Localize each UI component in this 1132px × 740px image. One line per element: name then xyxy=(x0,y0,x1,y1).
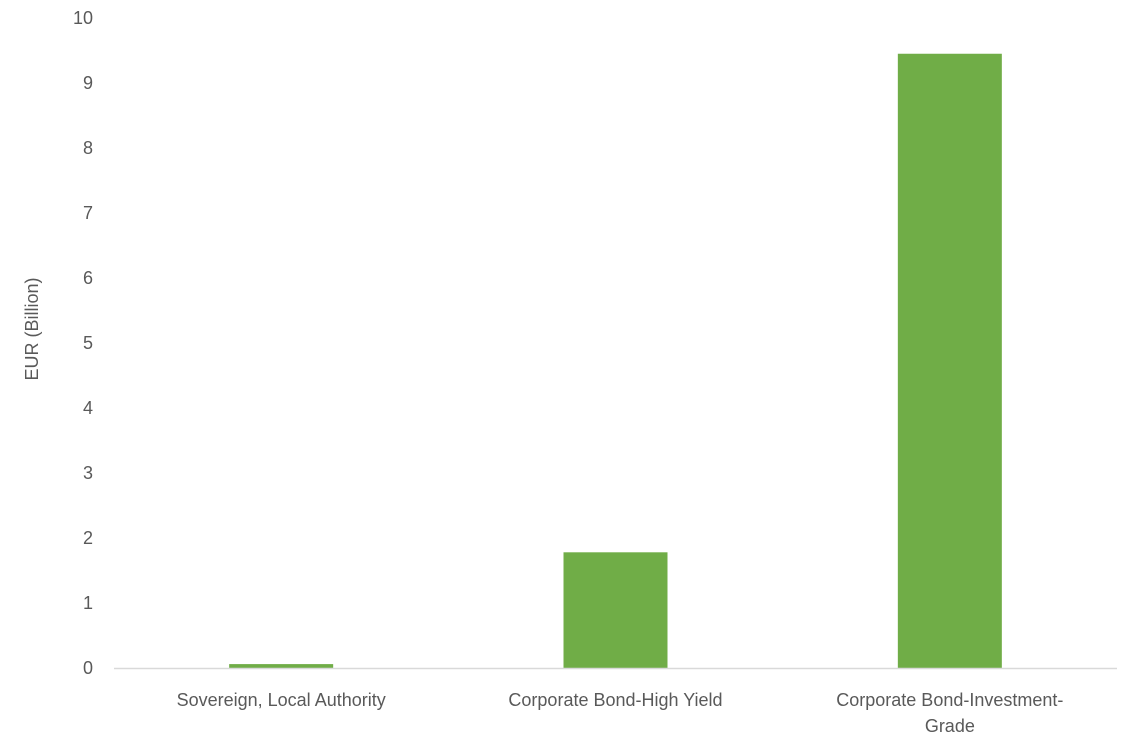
bars xyxy=(229,53,1002,668)
x-tick-label-line: Grade xyxy=(925,716,975,736)
y-tick-label: 10 xyxy=(73,8,93,28)
x-tick-label-line: Sovereign, Local Authority xyxy=(177,690,386,710)
bar xyxy=(229,664,334,668)
y-tick-label: 1 xyxy=(83,593,93,613)
y-tick-label: 8 xyxy=(83,138,93,158)
y-axis-ticks: 0 1 2 3 4 5 6 7 8 9 10 xyxy=(73,8,93,678)
y-tick-label: 3 xyxy=(83,463,93,483)
x-tick-label: Corporate Bond-Investment- Grade xyxy=(836,690,1063,736)
y-tick-label: 9 xyxy=(83,73,93,93)
x-tick-label: Sovereign, Local Authority xyxy=(177,690,386,710)
y-tick-label: 0 xyxy=(83,658,93,678)
y-tick-label: 6 xyxy=(83,268,93,288)
y-axis-title: EUR (Billion) xyxy=(22,277,42,380)
x-tick-label: Corporate Bond-High Yield xyxy=(508,690,722,710)
bar xyxy=(563,552,668,668)
bar xyxy=(897,53,1002,668)
y-tick-label: 4 xyxy=(83,398,93,418)
x-tick-label-line: Corporate Bond-High Yield xyxy=(508,690,722,710)
x-axis-ticks: Sovereign, Local Authority Corporate Bond… xyxy=(177,690,1064,736)
y-tick-label: 2 xyxy=(83,528,93,548)
y-tick-label: 5 xyxy=(83,333,93,353)
y-tick-label: 7 xyxy=(83,203,93,223)
x-tick-label-line: Corporate Bond-Investment- xyxy=(836,690,1063,710)
